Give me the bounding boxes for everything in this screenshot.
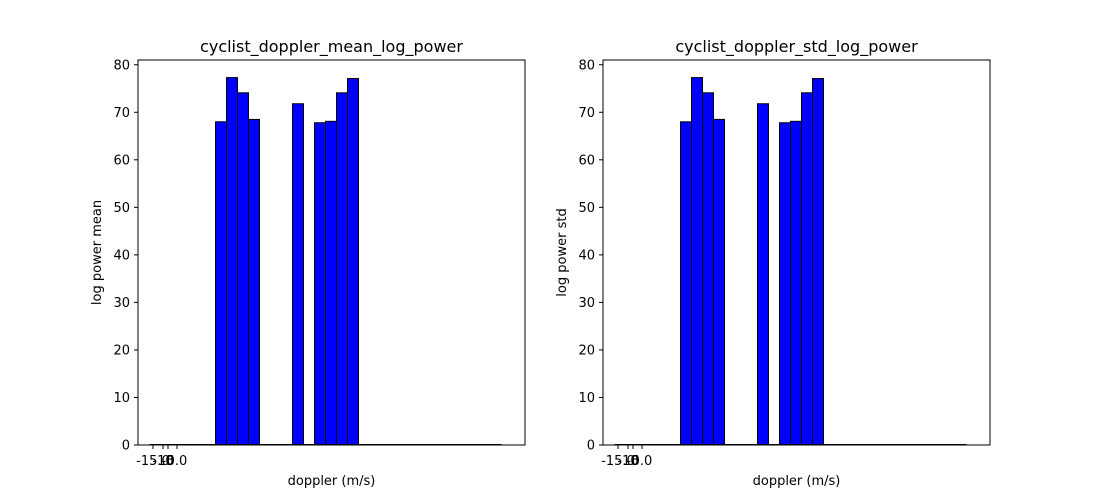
bar xyxy=(248,118,260,446)
bar xyxy=(801,92,813,446)
bar xyxy=(347,78,359,446)
y-tick-label: 30 xyxy=(578,296,595,311)
bar xyxy=(757,103,769,446)
y-tick-label: 40 xyxy=(113,248,130,263)
chart-panel-1: cyclist_doppler_mean_log_power 0 10 20 30 40 5… xyxy=(90,37,526,489)
bar xyxy=(336,92,348,446)
y-tick-label: 50 xyxy=(578,201,595,216)
bar xyxy=(779,122,791,446)
y-tick-label: 80 xyxy=(113,58,130,73)
bar xyxy=(702,92,714,446)
bar xyxy=(790,120,802,446)
bar xyxy=(314,122,326,446)
y-tick-label: 70 xyxy=(578,106,595,121)
x-axis-label: doppler (m/s) xyxy=(288,474,376,489)
y-tick-label: 10 xyxy=(113,391,130,406)
bar xyxy=(713,118,725,446)
chart-title: cyclist_doppler_mean_log_power xyxy=(200,37,463,57)
x-tick-label: -5 xyxy=(627,454,640,469)
bar xyxy=(691,77,703,446)
y-tick-label: 70 xyxy=(113,106,130,121)
y-tick-label: 80 xyxy=(578,58,595,73)
y-tick-label: 40 xyxy=(578,248,595,263)
bar xyxy=(680,121,692,446)
x-tick-label: -15.0 xyxy=(136,454,170,469)
y-tick-label: 50 xyxy=(113,201,130,216)
y-tick-label: 0 xyxy=(587,439,595,454)
x-axis-label: doppler (m/s) xyxy=(753,474,841,489)
bar xyxy=(237,92,249,446)
y-tick-label: 20 xyxy=(113,343,130,358)
y-tick-label: 10 xyxy=(578,391,595,406)
x-tick-label: -15.0 xyxy=(601,454,635,469)
y-tick-label: 30 xyxy=(113,296,130,311)
y-axis-label: log power std xyxy=(555,208,570,296)
bar xyxy=(812,78,824,446)
y-tick-label: 60 xyxy=(113,153,130,168)
bar xyxy=(215,121,227,446)
axes-frame xyxy=(137,59,526,446)
bars xyxy=(215,77,359,446)
y-tick-label: 20 xyxy=(578,343,595,358)
bar xyxy=(325,120,337,446)
axes-frame xyxy=(602,59,991,446)
x-tick-label: -5 xyxy=(162,454,175,469)
x-tick-label: -10 xyxy=(152,454,173,469)
bar xyxy=(226,77,238,446)
bar xyxy=(292,103,304,446)
chart-panel-2: cyclist_doppler_std_log_power 0 10 20 30 40 50… xyxy=(555,37,991,489)
bars xyxy=(680,77,824,446)
y-axis-label: log power mean xyxy=(90,200,105,305)
x-tick-label: 0.0 xyxy=(167,454,188,469)
y-tick-label: 60 xyxy=(578,153,595,168)
y-tick-label: 0 xyxy=(122,439,130,454)
chart-title: cyclist_doppler_std_log_power xyxy=(675,37,918,57)
x-tick-label: -10 xyxy=(617,454,638,469)
x-tick-label: 0.0 xyxy=(632,454,653,469)
